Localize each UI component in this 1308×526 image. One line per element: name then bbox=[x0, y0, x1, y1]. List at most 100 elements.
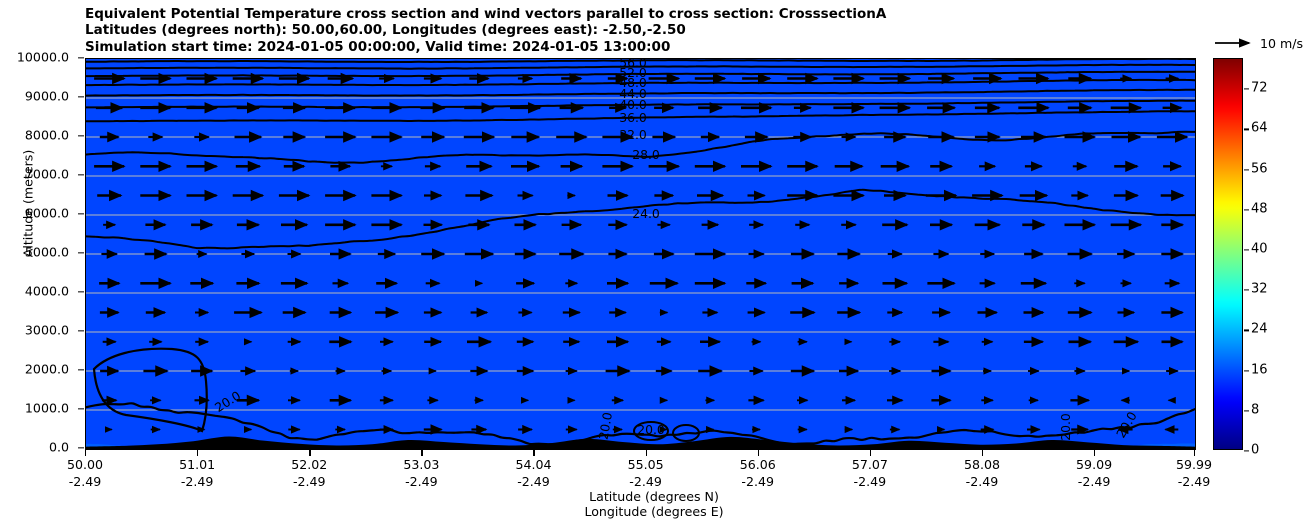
x-axis-tick-label-latitude: 55.05 bbox=[627, 457, 664, 472]
y-axis-title: Altitude (meters) bbox=[20, 149, 36, 258]
y-axis-tick-label: 4000.0 bbox=[24, 283, 69, 299]
x-axis-tick-mark bbox=[869, 450, 872, 456]
colorbar-tick-mark bbox=[1244, 450, 1249, 452]
x-axis-tick-label-latitude: 53.03 bbox=[403, 457, 440, 472]
y-axis-tick-mark bbox=[78, 447, 84, 449]
x-axis-tick-label-longitude: -2.49 bbox=[292, 474, 326, 489]
contour-line bbox=[86, 130, 1195, 164]
colorbar-tick-label: 64 bbox=[1251, 120, 1268, 136]
colorbar-tick-label: 8 bbox=[1251, 402, 1260, 418]
y-axis-tick-mark bbox=[78, 330, 84, 332]
wind-vector-key: 10 m/s bbox=[1213, 34, 1308, 54]
contour-line bbox=[86, 402, 1195, 446]
colorbar-tick-label: 24 bbox=[1251, 321, 1268, 337]
chart-title-block: Equivalent Potential Temperature cross s… bbox=[85, 6, 1185, 55]
x-axis-tick-label-latitude: 59.09 bbox=[1076, 457, 1113, 472]
x-axis-tick-label-longitude: -2.49 bbox=[180, 474, 214, 489]
y-axis-tick-label: 5000.0 bbox=[24, 244, 69, 260]
colorbar-tick-label: 40 bbox=[1251, 241, 1268, 257]
x-axis-tick-label-latitude: 56.06 bbox=[739, 457, 776, 472]
x-axis-tick-label-latitude: 58.08 bbox=[963, 457, 1000, 472]
x-axis-tick-label-longitude: -2.49 bbox=[965, 474, 999, 489]
y-axis-tick-mark bbox=[78, 135, 84, 137]
x-axis-tick-label-latitude: 50.00 bbox=[66, 457, 104, 472]
colorbar-tick-label: 56 bbox=[1251, 161, 1268, 177]
y-axis-tick-mark bbox=[78, 174, 84, 176]
y-axis: 0.0 1000.0 2000.0 3000.0 4000.0 5000.0 6000.0 7… bbox=[0, 51, 84, 453]
x-axis-tick-label-longitude: -2.49 bbox=[517, 474, 550, 489]
x-axis-tick-label-latitude: 51.01 bbox=[179, 457, 216, 472]
y-axis-tick-label: 7000.0 bbox=[24, 166, 69, 182]
contour-line bbox=[86, 59, 1195, 64]
contour-line-closed bbox=[633, 421, 669, 441]
x-axis-tick-mark bbox=[309, 450, 311, 456]
chart-title-line-1: Equivalent Potential Temperature cross s… bbox=[85, 6, 887, 22]
y-axis-tick-label: 1000.0 bbox=[24, 400, 69, 416]
colorbar-tick-mark bbox=[1244, 249, 1249, 251]
colorbar-tick-mark bbox=[1244, 209, 1249, 211]
contour-line bbox=[86, 99, 1195, 109]
y-axis-tick-mark bbox=[78, 291, 84, 293]
colorbar[interactable] bbox=[1213, 58, 1249, 452]
colorbar-tick-label: 48 bbox=[1251, 201, 1268, 217]
x-axis-tick-mark bbox=[85, 450, 87, 456]
colorbar-tick-mark bbox=[1244, 289, 1249, 291]
chart-title-line-2: Latitudes (degrees north): 50.00,60.00, … bbox=[85, 22, 686, 39]
x-axis-title-latitude: Latitude (degrees N) bbox=[589, 489, 719, 504]
x-axis-tick-mark bbox=[421, 450, 423, 456]
y-axis-tick-mark bbox=[78, 213, 84, 215]
x-axis-tick-mark bbox=[533, 450, 535, 456]
contour-line-closed bbox=[92, 347, 208, 433]
x-axis-tick-mark bbox=[197, 450, 199, 456]
x-axis-tick-label-latitude: 57.07 bbox=[851, 457, 888, 472]
colorbar-tick-label: 16 bbox=[1251, 362, 1268, 378]
wind-key-label: 10 m/s bbox=[1260, 36, 1304, 51]
wind-arrow-icon bbox=[1215, 38, 1251, 48]
x-axis-tick-mark bbox=[1194, 450, 1196, 456]
y-axis-tick-mark bbox=[78, 57, 84, 59]
x-axis-tick-label-longitude: -2.49 bbox=[853, 474, 887, 489]
x-axis-tick-label-longitude: -2.49 bbox=[405, 474, 438, 489]
chart-title-line-3: Simulation start time: 2024-01-05 00:00:… bbox=[85, 38, 671, 55]
x-axis-tick-label-latitude: 54.04 bbox=[515, 457, 552, 472]
y-axis-tick-label: 10000.0 bbox=[16, 49, 69, 65]
colorbar-tick-mark bbox=[1244, 410, 1249, 412]
y-axis-tick-label: 9000.0 bbox=[24, 88, 69, 104]
x-axis-tick-mark bbox=[1094, 450, 1096, 456]
y-axis-tick-label: 2000.0 bbox=[24, 361, 69, 377]
x-axis-tick-label-longitude: -2.49 bbox=[629, 474, 662, 489]
contour-line bbox=[86, 78, 1195, 87]
x-axis-tick-label-longitude: -2.49 bbox=[1177, 474, 1211, 489]
contour-line bbox=[86, 110, 1195, 123]
y-axis-tick-mark bbox=[78, 96, 84, 98]
terrain-silhouette bbox=[86, 436, 1195, 449]
contour-line-closed bbox=[672, 424, 700, 442]
colorbar-tick-mark bbox=[1244, 369, 1249, 372]
colorbar-tick-label: 32 bbox=[1251, 281, 1268, 297]
y-axis-tick-label: 0.0 bbox=[48, 439, 69, 455]
y-axis-tick-mark bbox=[78, 252, 84, 254]
colorbar-gradient bbox=[1214, 59, 1242, 449]
x-axis-tick-label-longitude: -2.49 bbox=[1077, 474, 1111, 489]
x-axis-tick-mark bbox=[981, 450, 984, 456]
y-axis-tick-label: 6000.0 bbox=[24, 205, 69, 221]
colorbar-tick-label: 72 bbox=[1251, 80, 1268, 96]
cross-section-plot[interactable]: 56.0 52.0 48.0 44.0 40.0 36.0 32.0 28.0 24.0 20.0… bbox=[85, 58, 1196, 450]
y-axis-tick-mark bbox=[78, 408, 84, 410]
x-axis: 50.00 -2.49 51.01 -2.49 52.02 -2.49 53.03 -2.49… bbox=[0, 450, 1308, 490]
colorbar-tick-mark bbox=[1244, 329, 1249, 331]
contour-line bbox=[86, 70, 1195, 78]
x-axis-tick-label-longitude: -2.49 bbox=[68, 474, 102, 489]
colorbar-tick-mark bbox=[1244, 88, 1249, 90]
contour-line bbox=[86, 88, 1195, 97]
y-axis-tick-label: 8000.0 bbox=[24, 127, 69, 143]
colorbar-tick-mark bbox=[1244, 168, 1249, 171]
contour-line bbox=[86, 63, 1195, 70]
x-axis-tick-mark bbox=[645, 450, 647, 456]
y-axis-tick-mark bbox=[78, 369, 84, 371]
x-axis-tick-label-latitude: 52.02 bbox=[291, 457, 328, 472]
x-axis-tick-label-latitude: 59.99 bbox=[1175, 457, 1213, 472]
x-axis-tick-mark bbox=[757, 450, 760, 456]
plot-canvas bbox=[86, 59, 1195, 449]
